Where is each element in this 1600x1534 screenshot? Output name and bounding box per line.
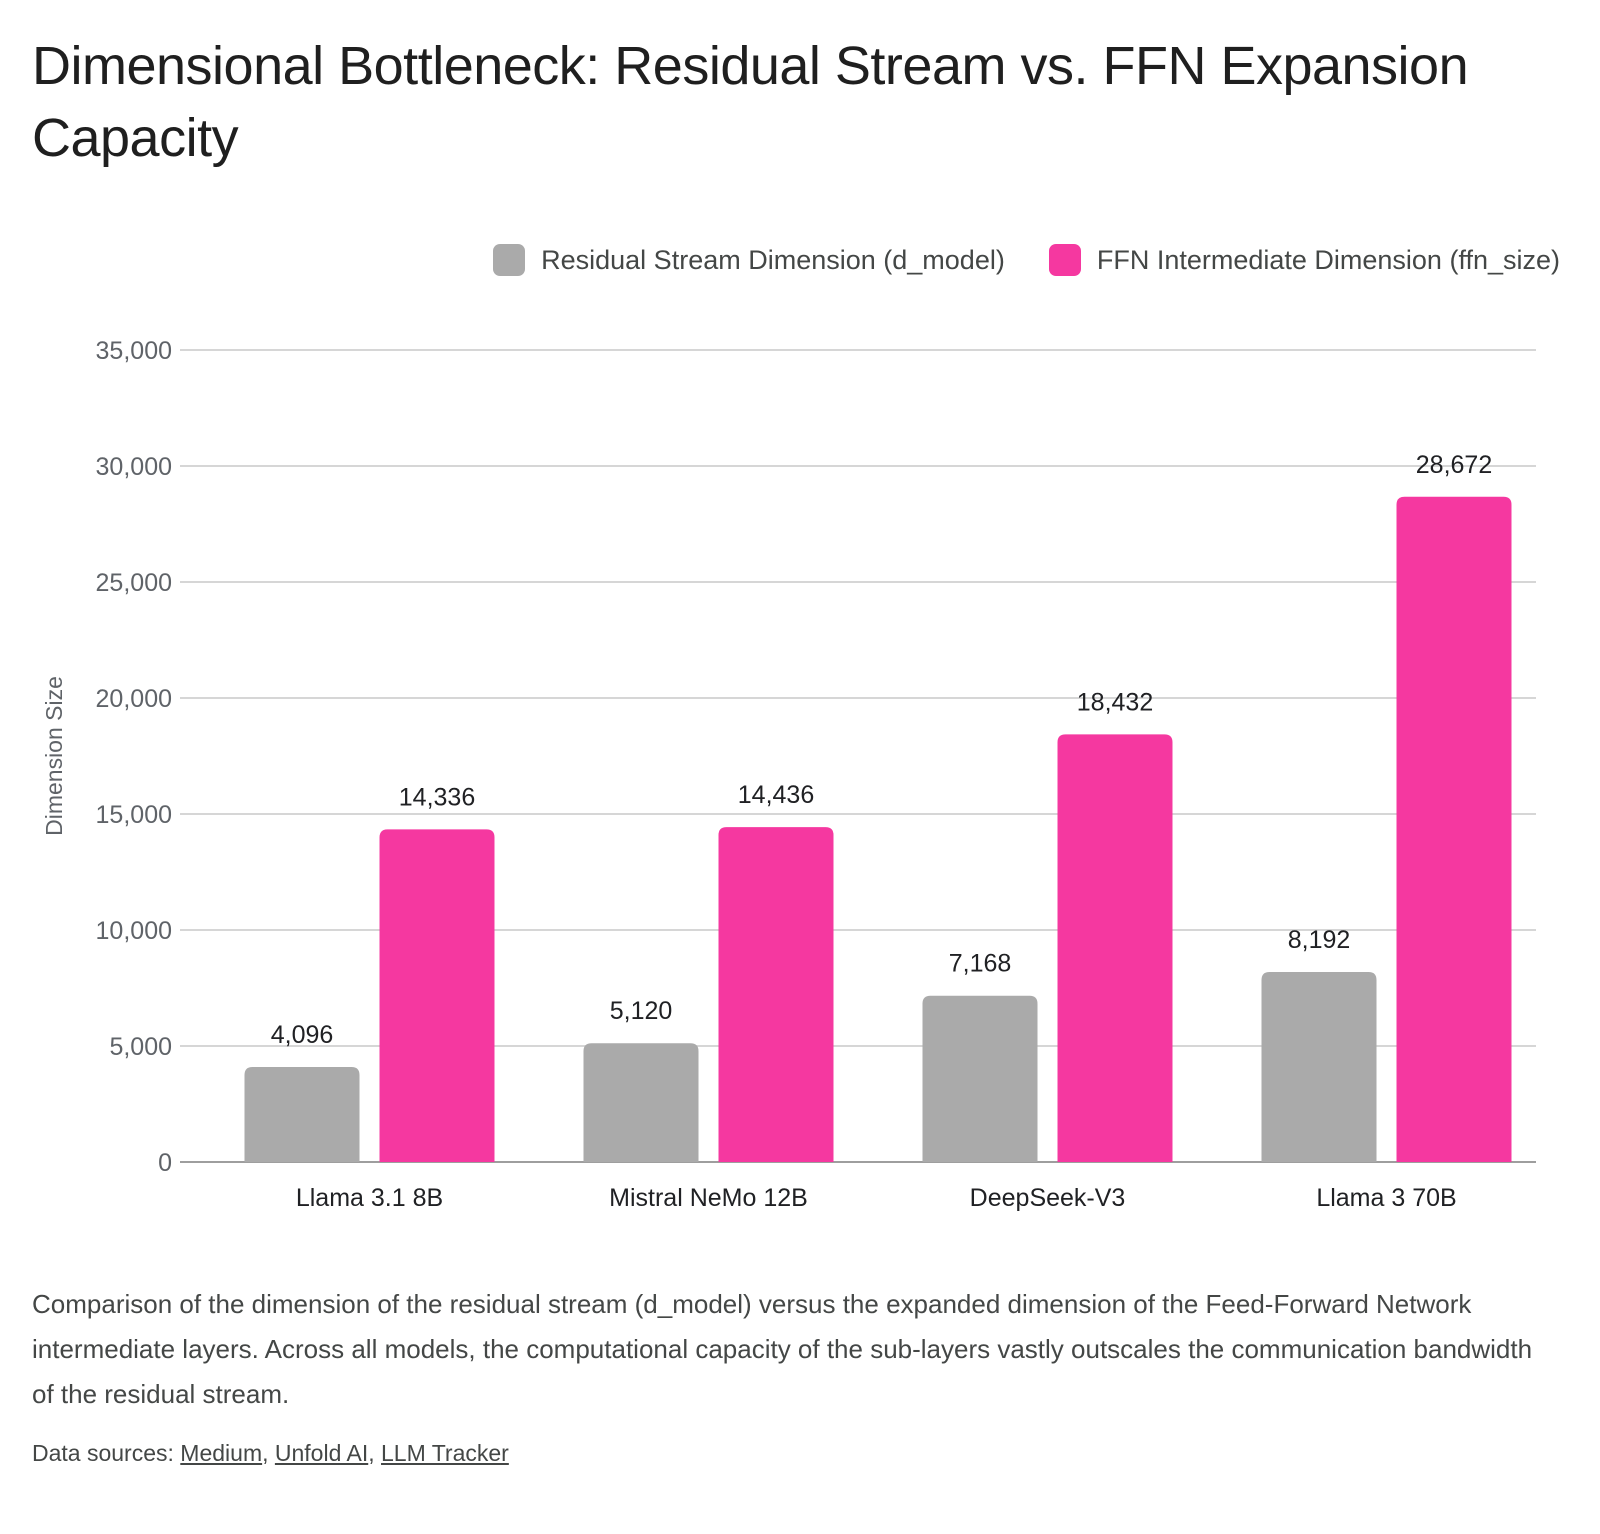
data-label: 28,672 (1416, 451, 1492, 479)
source-link-unfold-ai[interactable]: Unfold AI (274, 1440, 369, 1466)
x-tick-label: DeepSeek-V3 (970, 1184, 1126, 1212)
bar-ffn-size (1057, 734, 1173, 1162)
y-tick-label: 15,000 (96, 801, 172, 829)
x-tick-label: Llama 3 70B (1316, 1184, 1456, 1212)
legend-item-ffn-size[interactable]: FFN Intermediate Dimension (ffn_size) (1048, 244, 1560, 276)
x-tick-label: Llama 3.1 8B (296, 1184, 443, 1212)
data-label: 18,432 (1077, 688, 1153, 716)
chart-title: Dimensional Bottleneck: Residual Stream … (32, 36, 1469, 168)
bar-d-model (1261, 971, 1377, 1162)
data-label: 7,168 (949, 950, 1012, 978)
x-tick-label: Mistral NeMo 12B (609, 1184, 808, 1212)
y-tick-label: 5,000 (109, 1033, 172, 1061)
data-label: 14,436 (738, 781, 814, 809)
y-tick-label: 10,000 (96, 917, 172, 945)
data-label: 5,120 (610, 997, 673, 1025)
chart-caption: Comparison of the dimension of the resid… (32, 1289, 1533, 1409)
data-label: 8,192 (1288, 926, 1351, 954)
y-tick-label: 35,000 (96, 337, 172, 365)
legend-swatch-ffn-size (1048, 244, 1081, 276)
data-label: 4,096 (271, 1021, 334, 1049)
bar-ffn-size (718, 827, 834, 1162)
sources-prefix: Data sources: (32, 1440, 181, 1466)
legend-swatch-d-model (493, 244, 526, 276)
bar-ffn-size (1396, 496, 1512, 1163)
source-link-llm-tracker[interactable]: LLM Tracker (381, 1440, 509, 1466)
data-label: 14,336 (399, 783, 475, 811)
y-tick-label: 20,000 (96, 685, 172, 713)
bar-d-model (922, 995, 1038, 1162)
source-link-medium[interactable]: Medium (180, 1440, 263, 1466)
y-axis-title: Dimension Size (41, 676, 67, 836)
legend-label-ffn-size: FFN Intermediate Dimension (ffn_size) (1096, 244, 1560, 275)
y-tick-label: 0 (158, 1149, 172, 1177)
bar-d-model (583, 1043, 699, 1162)
y-tick-label: 30,000 (96, 453, 172, 481)
y-tick-label: 25,000 (96, 569, 172, 597)
legend-item-d-model[interactable]: Residual Stream Dimension (d_model) (493, 244, 1005, 276)
legend-label-d-model: Residual Stream Dimension (d_model) (541, 244, 1005, 275)
data-sources: Data sources: Medium, Unfold AI, LLM Tra… (32, 1440, 509, 1466)
bar-d-model (244, 1066, 360, 1162)
legend: Residual Stream Dimension (d_model) FFN … (449, 244, 1560, 276)
bar-ffn-size (379, 829, 495, 1162)
bar-chart: 0 5,000 10,000 15,000 20,000 25,000 30,000 35,0… (41, 337, 1536, 1212)
